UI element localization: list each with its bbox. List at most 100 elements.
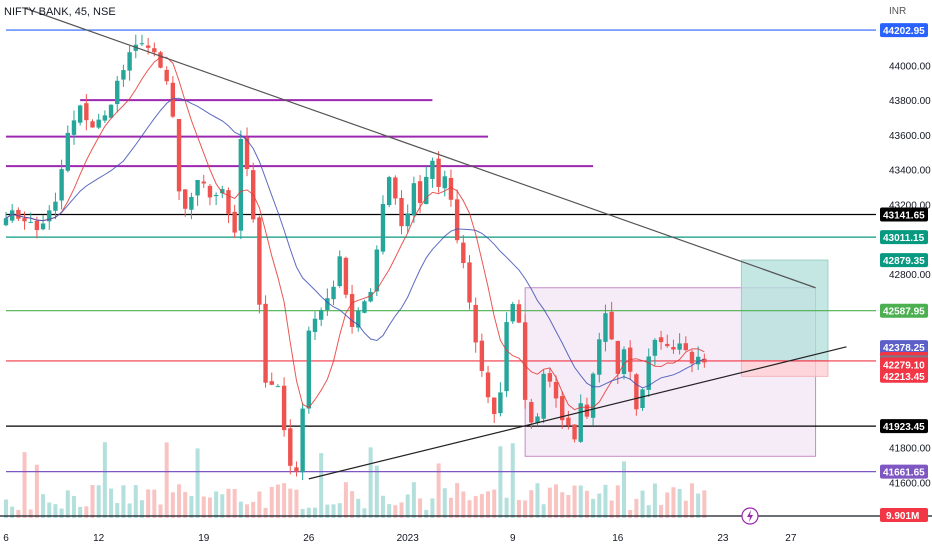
candle-body — [504, 322, 509, 392]
volume-bar — [300, 508, 305, 518]
volume-bar — [479, 494, 484, 518]
volume-bar — [139, 500, 144, 518]
candle-body — [257, 217, 262, 305]
candle-body — [590, 373, 596, 418]
price-tag-bg — [880, 340, 928, 355]
volume-bar — [331, 504, 336, 518]
candle-body — [275, 386, 281, 388]
volume-bar — [90, 484, 95, 518]
candle-body — [263, 303, 268, 383]
volume-bar — [232, 488, 237, 518]
price-tag-bg — [880, 303, 928, 318]
volume-bar — [467, 500, 472, 518]
volume-bar — [696, 493, 701, 518]
volume-bar — [547, 487, 552, 518]
volume-bar — [177, 484, 182, 518]
candle-body — [306, 330, 312, 409]
candle-body — [331, 286, 336, 300]
volume-bar — [560, 492, 565, 518]
candle-body — [158, 52, 163, 68]
candle-body — [535, 416, 540, 423]
date-tick-label: 26 — [303, 533, 315, 544]
candle-body — [294, 467, 299, 472]
candle-body — [244, 137, 250, 169]
volume-bar — [41, 494, 46, 518]
volume-bar — [183, 491, 188, 518]
candle-body — [40, 223, 46, 230]
volume-bar — [201, 496, 206, 518]
volume-bar — [343, 482, 348, 518]
volume-bar — [411, 482, 416, 518]
candle-body — [498, 392, 503, 414]
candle-body — [386, 177, 392, 206]
price-scale-label: 43200.00 — [889, 200, 931, 211]
trendline — [24, 7, 816, 289]
symbol-title[interactable]: NIFTY BANK, 45, NSE — [4, 6, 116, 18]
candle-body — [300, 408, 305, 473]
volume-bar — [615, 485, 620, 518]
lightning-icon[interactable] — [741, 507, 759, 525]
candle-body — [380, 204, 386, 252]
volume-bar — [65, 490, 70, 518]
volume-bar — [164, 442, 169, 518]
candle-body — [362, 301, 367, 313]
candle-body — [121, 70, 126, 80]
price-tag-bg — [880, 207, 928, 222]
candle-body — [108, 104, 114, 118]
volume-bar — [640, 490, 645, 518]
volume-bar — [47, 502, 52, 518]
candle-body — [288, 428, 293, 466]
candle-body — [281, 385, 287, 431]
volume-bar — [535, 483, 540, 518]
volume-tag-bg — [880, 508, 928, 522]
volume-bar — [418, 498, 423, 518]
volume-bar — [504, 497, 509, 518]
volume-bar — [350, 491, 355, 518]
candle-body — [195, 179, 200, 196]
price-tag-label: 42879.35 — [883, 256, 925, 267]
price-scale[interactable]: 44000.00 43800.00 43600.00 43400.00 43200.00… — [876, 0, 932, 550]
candle-body — [65, 132, 70, 171]
volume-bar — [597, 493, 602, 518]
volume-bar — [646, 505, 651, 518]
volume-bar — [115, 503, 120, 518]
candle-body — [337, 256, 342, 287]
date-tick-label: 2023 — [397, 533, 420, 544]
candle-body — [115, 80, 120, 105]
volume-bar — [628, 509, 633, 518]
volume-bar — [28, 509, 33, 518]
price-tag-label: 43141.65 — [883, 210, 925, 221]
volume-bar — [16, 509, 21, 518]
time-scale[interactable]: 6 12 19 26 2023 9 16 23 27 — [0, 515, 932, 550]
volume-bar — [510, 443, 515, 518]
price-scale-label: 41600.00 — [889, 478, 931, 489]
candle-body — [665, 343, 670, 347]
volume-bar — [251, 501, 256, 518]
price-tag-label: 42279.10 — [883, 360, 925, 371]
volume-bar — [275, 484, 280, 518]
price-scale-label: 44000.00 — [889, 61, 931, 72]
volume-bar — [146, 489, 151, 518]
volume-bar — [578, 485, 583, 518]
volume-bar — [152, 489, 157, 518]
candle-body — [448, 177, 454, 200]
volume-bar — [523, 500, 528, 518]
volume-bar — [189, 496, 194, 518]
candle-body — [238, 138, 244, 231]
volume-bar — [53, 504, 58, 518]
candle-body — [553, 381, 559, 399]
candle-body — [560, 396, 565, 421]
volume-bar — [337, 503, 342, 518]
volume-tag-label: 9.901M — [886, 511, 919, 522]
volume-bar — [652, 483, 657, 518]
candle-body — [145, 45, 151, 48]
volume-bar — [195, 448, 200, 518]
price-tag-bg — [880, 230, 928, 245]
volume-bar — [387, 504, 392, 518]
volume-bar — [325, 504, 330, 518]
volume-bar — [109, 488, 114, 518]
candle-body — [411, 183, 417, 216]
volume-bar — [263, 507, 268, 518]
volume-bar — [10, 506, 15, 518]
